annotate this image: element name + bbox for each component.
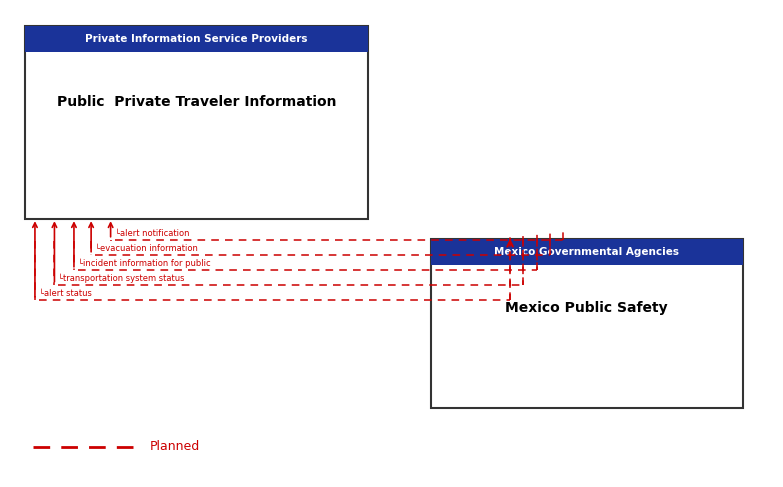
Text: └alert status: └alert status bbox=[39, 289, 92, 298]
Text: └incident information for public: └incident information for public bbox=[78, 259, 211, 268]
Text: Planned: Planned bbox=[150, 440, 200, 453]
Text: Public  Private Traveler Information: Public Private Traveler Information bbox=[56, 95, 336, 110]
Bar bbox=[25, 26, 368, 219]
Text: └alert notification: └alert notification bbox=[114, 229, 189, 238]
Text: Private Information Service Providers: Private Information Service Providers bbox=[85, 34, 308, 44]
Bar bbox=[431, 239, 742, 408]
Text: └transportation system status: └transportation system status bbox=[59, 274, 185, 283]
Text: └evacuation information: └evacuation information bbox=[95, 244, 198, 253]
Text: Mexico Governmental Agencies: Mexico Governmental Agencies bbox=[494, 247, 679, 257]
Bar bbox=[25, 26, 368, 52]
Text: Mexico Public Safety: Mexico Public Safety bbox=[505, 301, 668, 315]
Bar bbox=[431, 239, 742, 265]
